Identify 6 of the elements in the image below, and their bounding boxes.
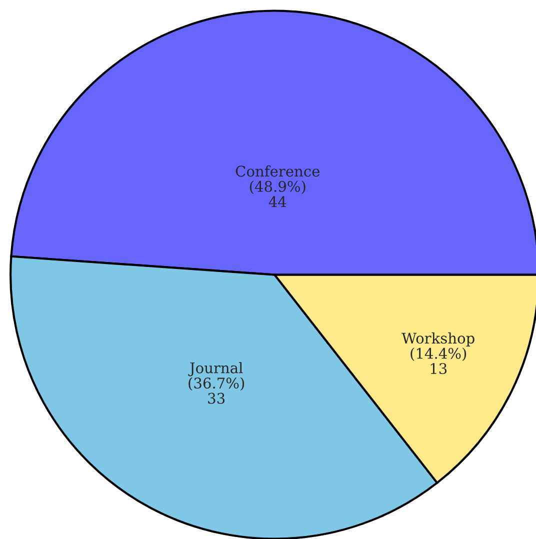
slice-label: Conference (236, 165, 320, 177)
data-label: (36.7%) 33 (188, 377, 244, 404)
data-label: (14.4%) 13 (410, 348, 466, 374)
slice-label: Workshop (402, 332, 474, 346)
data-label: (48.9%) 44 (250, 180, 306, 207)
slice-label: Journal (188, 362, 243, 376)
